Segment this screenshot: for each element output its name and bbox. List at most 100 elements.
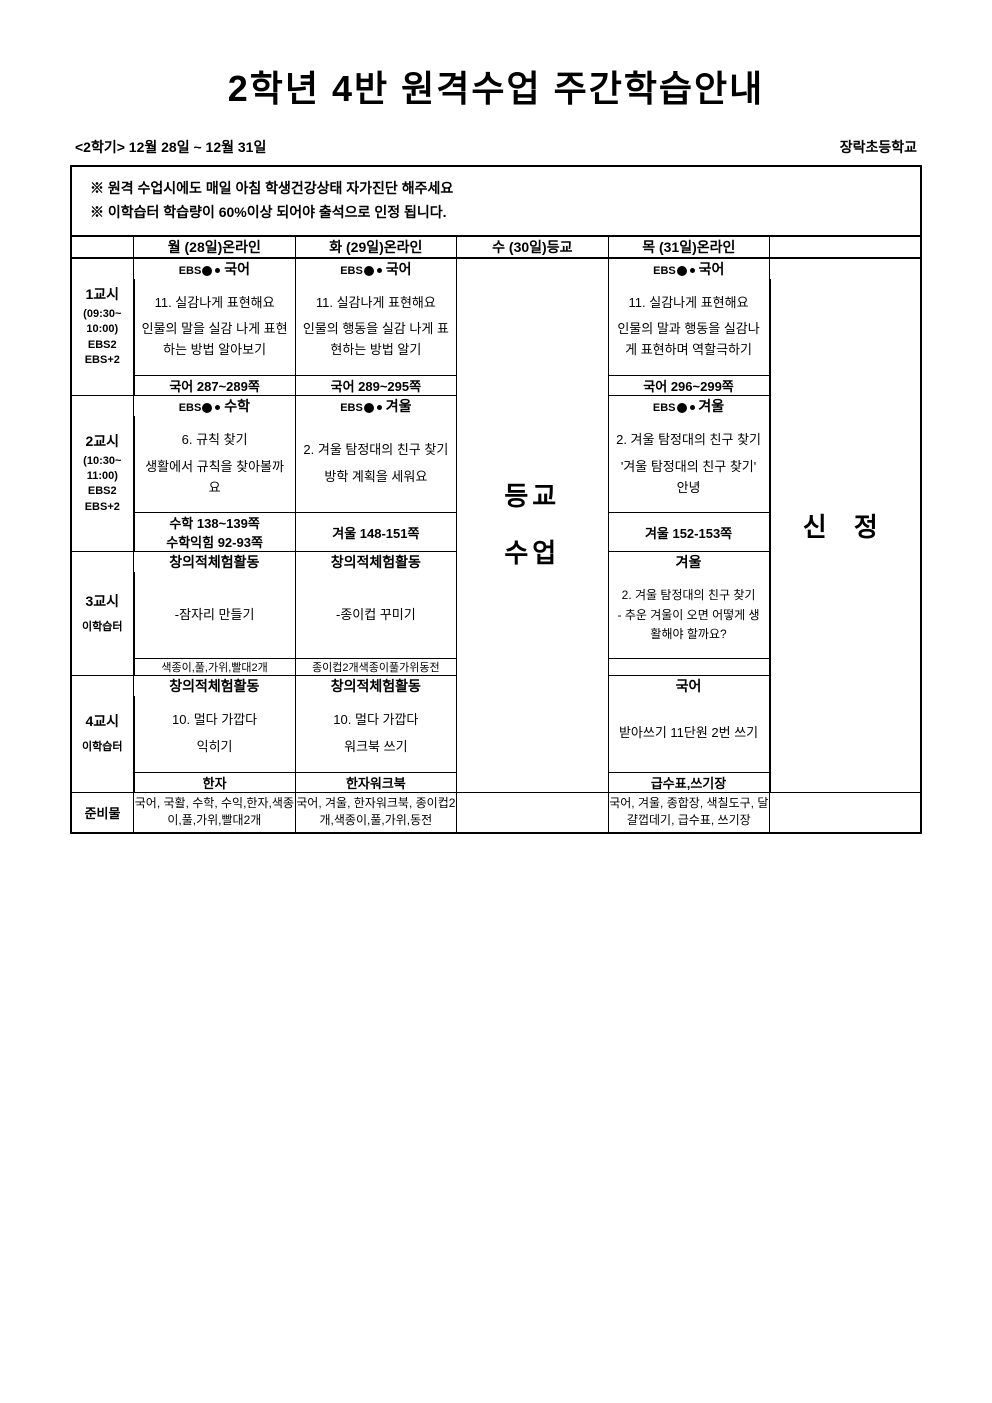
period-name: 2교시 bbox=[72, 432, 133, 452]
fri-text: 신 정 bbox=[771, 507, 920, 544]
content-cell: -종이컵 꾸미기 bbox=[295, 572, 457, 658]
content-cell: 2. 겨울 탐정대의 친구 찾기 방학 계획을 세워요 bbox=[295, 416, 457, 513]
subject-cell: EBS 겨울 bbox=[608, 395, 770, 416]
period-label-1: 1교시 (09:30~ 10:00) EBS2 EBS+2 bbox=[71, 258, 134, 396]
content-cell: 받아쓰기 11단원 2번 쓰기 bbox=[608, 696, 770, 772]
semester-label: <2학기> 12월 28일 ~ 12월 31일 bbox=[75, 137, 266, 157]
lesson-topic: 11. 실감나게 표현해요 bbox=[141, 293, 289, 314]
pages-cell: 급수표,쓰기장 bbox=[608, 772, 770, 792]
content-cell: 6. 규칙 찾기 생활에서 규칙을 찾아볼까요 bbox=[134, 416, 296, 513]
lesson-topic: 11. 실감나게 표현해요 bbox=[302, 293, 451, 314]
lesson-desc: '겨울 탐정대의 친구 찾기' 안녕 bbox=[615, 457, 763, 499]
subject-cell: 창의적체험활동 bbox=[134, 675, 296, 696]
wed-text-1: 등교 bbox=[457, 468, 607, 525]
day-header-mon: 월 (28일)온라인 bbox=[134, 236, 296, 258]
notice-line-2: ※ 이학습터 학습량이 60%이상 되어야 출석으로 인정 됩니다. bbox=[90, 201, 902, 225]
day-header-row: 월 (28일)온라인 화 (29일)온라인 수 (30일)등교 목 (31일)온… bbox=[71, 236, 921, 258]
pages-cell bbox=[608, 658, 770, 675]
day-header-tue: 화 (29일)온라인 bbox=[295, 236, 457, 258]
corner-cell bbox=[71, 236, 134, 258]
day-header-fri bbox=[770, 236, 921, 258]
period-channel: EBS2 EBS+2 bbox=[72, 338, 133, 369]
ebs-logo: EBS bbox=[179, 265, 221, 277]
pages-cell: 색종이,풀,가위,빨대2개 bbox=[134, 658, 296, 675]
period-time: (10:30~ 11:00) bbox=[72, 454, 133, 485]
lesson-desc: 생활에서 규칙을 찾아볼까요 bbox=[141, 457, 289, 499]
lesson-topic: 10. 멀다 가깝다 bbox=[302, 710, 451, 731]
prep-mon: 국어, 국활, 수학, 수익,한자,색종이,풀,가위,빨대2개 bbox=[134, 792, 296, 833]
period-label-2: 2교시 (10:30~ 11:00) EBS2 EBS+2 bbox=[71, 395, 134, 551]
subject-cell: 창의적체험활동 bbox=[295, 552, 457, 573]
pages-cell: 국어 296~299쪽 bbox=[608, 375, 770, 395]
lesson-desc: 인물의 말을 실감 나게 표현하는 방법 알아보기 bbox=[141, 319, 289, 361]
pages-cell: 겨울 148-151쪽 bbox=[295, 513, 457, 552]
subject-text: 국어 bbox=[699, 261, 725, 277]
subject-cell: 창의적체험활동 bbox=[295, 675, 457, 696]
content-cell: 11. 실감나게 표현해요 인물의 말을 실감 나게 표현하는 방법 알아보기 bbox=[134, 279, 296, 376]
subject-cell: EBS 국어 bbox=[134, 258, 296, 279]
wed-text-2: 수업 bbox=[457, 525, 607, 582]
prep-wed bbox=[457, 792, 608, 833]
notice-line-1: ※ 원격 수업시에도 매일 아침 학생건강상태 자가진단 해주세요 bbox=[90, 177, 902, 201]
lesson-desc: -잠자리 만들기 bbox=[135, 591, 295, 640]
prep-label: 준비물 bbox=[71, 792, 134, 833]
subject-cell: EBS 국어 bbox=[295, 258, 457, 279]
subject-cell: EBS 수학 bbox=[134, 395, 296, 416]
content-cell: 2. 겨울 탐정대의 친구 찾기 - 추운 겨울이 오면 어떻게 생활해야 할까… bbox=[608, 572, 770, 658]
day-header-thu: 목 (31일)온라인 bbox=[608, 236, 770, 258]
notice-box: ※ 원격 수업시에도 매일 아침 학생건강상태 자가진단 해주세요 ※ 이학습터… bbox=[70, 165, 922, 236]
content-cell: 11. 실감나게 표현해요 인물의 행동을 실감 나게 표현하는 방법 알기 bbox=[295, 279, 457, 376]
pages-cell: 국어 287~289쪽 bbox=[134, 375, 296, 395]
prep-thu: 국어, 겨울, 종합장, 색칠도구, 달걀껍데기, 급수표, 쓰기장 bbox=[608, 792, 770, 833]
pages-cell: 국어 289~295쪽 bbox=[295, 375, 457, 395]
table-row: 1교시 (09:30~ 10:00) EBS2 EBS+2 EBS 국어 EBS… bbox=[71, 258, 921, 279]
subject-cell: 창의적체험활동 bbox=[134, 552, 296, 573]
lesson-topic: 10. 멀다 가깝다 bbox=[141, 710, 289, 731]
lesson-desc: 익히기 bbox=[141, 737, 289, 758]
ebs-logo: EBS bbox=[340, 402, 382, 414]
period-name: 1교시 bbox=[72, 285, 133, 305]
subject-text: 국어 bbox=[386, 261, 412, 277]
period-name: 4교시 bbox=[72, 712, 133, 732]
fri-merged-cell: 신 정 bbox=[770, 258, 921, 792]
lesson-topic: 11. 실감나게 표현해요 bbox=[615, 293, 763, 314]
lesson-desc: 워크북 쓰기 bbox=[302, 737, 451, 758]
lesson-topic: 2. 겨울 탐정대의 친구 찾기 bbox=[302, 440, 451, 461]
lesson-desc: 인물의 행동을 실감 나게 표현하는 방법 알기 bbox=[302, 319, 451, 361]
lesson-desc: 받아쓰기 11단원 2번 쓰기 bbox=[609, 709, 769, 758]
ebs-logo: EBS bbox=[653, 265, 695, 277]
content-cell: 10. 멀다 가깝다 워크북 쓰기 bbox=[295, 696, 457, 772]
day-header-wed: 수 (30일)등교 bbox=[457, 236, 608, 258]
content-cell: 10. 멀다 가깝다 익히기 bbox=[134, 696, 296, 772]
content-cell: 2. 겨울 탐정대의 친구 찾기 '겨울 탐정대의 친구 찾기' 안녕 bbox=[608, 416, 770, 513]
subject-cell: EBS 국어 bbox=[608, 258, 770, 279]
pages-cell: 종이컵2개색종이풀가위동전 bbox=[295, 658, 457, 675]
subject-cell: 겨울 bbox=[608, 552, 770, 573]
period-channel: 이학습터 bbox=[72, 740, 133, 755]
lesson-desc: 방학 계획을 세워요 bbox=[302, 467, 451, 488]
pages-cell: 수학 138~139쪽 수학익힘 92-93쪽 bbox=[134, 513, 296, 552]
subject-cell: EBS 겨울 bbox=[295, 395, 457, 416]
ebs-logo: EBS bbox=[653, 402, 695, 414]
prep-tue: 국어, 겨울, 한자워크북, 종이컵2개,색종이,풀,가위,동전 bbox=[295, 792, 457, 833]
period-channel: 이학습터 bbox=[72, 620, 133, 635]
schedule-table: 월 (28일)온라인 화 (29일)온라인 수 (30일)등교 목 (31일)온… bbox=[70, 236, 922, 834]
ebs-logo: EBS bbox=[179, 402, 221, 414]
ebs-logo: EBS bbox=[340, 265, 382, 277]
period-label-3: 3교시 이학습터 bbox=[71, 552, 134, 676]
subject-text: 겨울 bbox=[698, 398, 724, 414]
prep-row: 준비물 국어, 국활, 수학, 수익,한자,색종이,풀,가위,빨대2개 국어, … bbox=[71, 792, 921, 833]
content-cell: 11. 실감나게 표현해요 인물의 말과 행동을 실감나게 표현하며 역할극하기 bbox=[608, 279, 770, 376]
page-title: 2학년 4반 원격수업 주간학습안내 bbox=[70, 60, 922, 112]
lesson-topic: 2. 겨울 탐정대의 친구 찾기 bbox=[615, 430, 763, 451]
prep-fri bbox=[770, 792, 921, 833]
subject-text: 국어 bbox=[224, 261, 250, 277]
school-name: 장락초등학교 bbox=[840, 137, 917, 157]
wed-merged-cell: 등교 수업 bbox=[457, 258, 608, 792]
lesson-desc: 2. 겨울 탐정대의 친구 찾기 - 추운 겨울이 오면 어떻게 생활해야 할까… bbox=[609, 572, 769, 658]
lesson-desc: 인물의 말과 행동을 실감나게 표현하며 역할극하기 bbox=[615, 319, 763, 361]
pages-cell: 한자 bbox=[134, 772, 296, 792]
subject-text: 겨울 bbox=[386, 398, 412, 414]
period-channel: EBS2 EBS+2 bbox=[72, 484, 133, 515]
period-label-4: 4교시 이학습터 bbox=[71, 675, 134, 792]
